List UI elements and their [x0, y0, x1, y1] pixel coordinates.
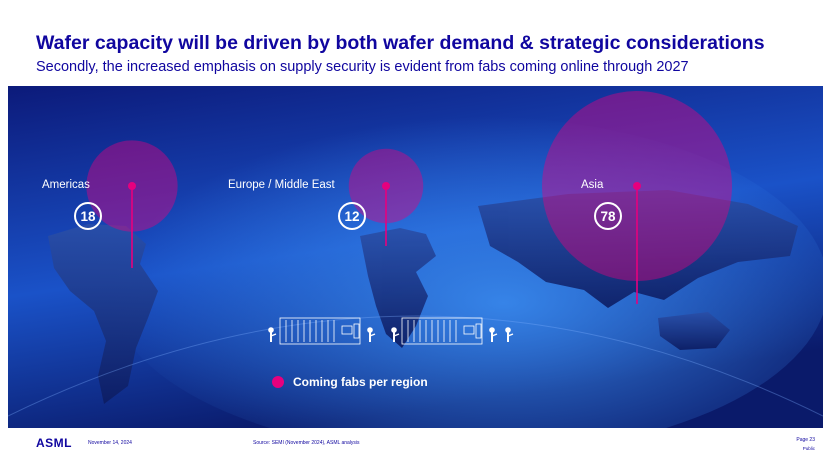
footer-classification: Public [802, 446, 815, 451]
value-badge-asia [594, 202, 622, 230]
footer-source: Source: SEMI (November 2024), ASML analy… [253, 440, 360, 446]
region-label-americas: Americas [42, 179, 90, 191]
landmass-asia [478, 190, 798, 308]
footer-page-number: Page 23 [796, 437, 815, 443]
pin-dot-asia [633, 182, 641, 190]
landmass-americas [48, 224, 158, 404]
value-label-asia: 78 [600, 209, 616, 224]
region-label-asia: Asia [581, 179, 604, 191]
footer-date: November 14, 2024 [88, 440, 132, 446]
page-subtitle: Secondly, the increased emphasis on supp… [36, 59, 689, 75]
slide-footer: ASML November 14, 2024 Source: SEMI (Nov… [0, 428, 831, 465]
chart-canvas: Americas 18 Europe / Middle East 12 Asia 78 C… [8, 86, 823, 428]
legend-marker [272, 376, 284, 388]
region-pins: Americas 18 Europe / Middle East 12 Asia 78 [42, 91, 732, 345]
world-map [48, 190, 798, 404]
fab-equipment-illustration [268, 317, 514, 345]
chart-legend: Coming fabs per region [272, 375, 428, 389]
pin-dot-europe-middle-east [382, 182, 390, 190]
asml-logo: ASML [36, 436, 72, 450]
region-label-europe-middle-east: Europe / Middle East [228, 179, 336, 191]
value-badge-europe-middle-east [338, 202, 366, 230]
slide-header: Wafer capacity will be driven by both wa… [0, 0, 831, 86]
value-label-europe-middle-east: 12 [344, 209, 359, 224]
landmass-oceania [658, 312, 730, 350]
page-title: Wafer capacity will be driven by both wa… [36, 32, 765, 54]
value-label-americas: 18 [80, 209, 96, 224]
map-chart: Americas 18 Europe / Middle East 12 Asia 78 C… [8, 86, 823, 428]
globe-horizon [8, 315, 823, 417]
value-badge-americas [74, 202, 102, 230]
pin-dot-americas [128, 182, 136, 190]
legend-label: Coming fabs per region [293, 375, 428, 389]
